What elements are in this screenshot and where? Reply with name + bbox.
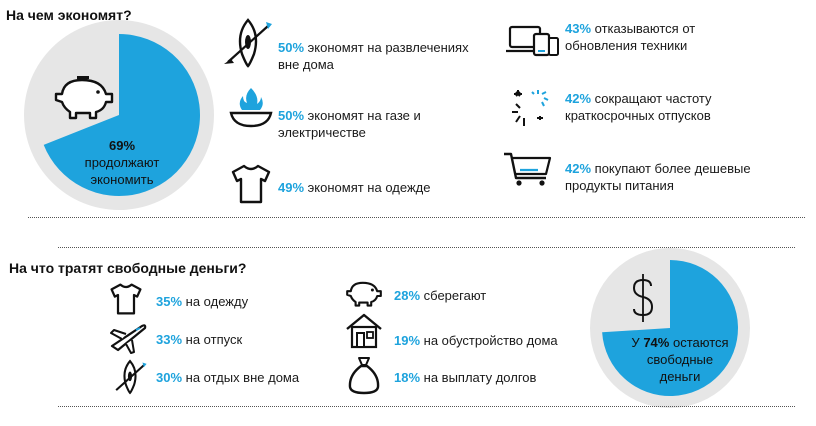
item-label: на отдых вне дома — [185, 370, 300, 385]
pie-chart-savings — [24, 20, 214, 210]
item-label: отказываются от — [594, 21, 696, 36]
item-label: сокращают частоту — [594, 91, 712, 106]
shopping-cart-icon — [504, 152, 552, 186]
list-item: 33% на отпуск — [156, 331, 242, 348]
item-label: на одежду — [185, 294, 249, 309]
airplane-icon — [110, 324, 147, 354]
item-percent: 42% — [565, 161, 592, 176]
pie-slice-continue-saving — [43, 34, 201, 196]
section1-title: На чем экономят? — [6, 7, 132, 23]
item-label: экономят на одежде — [307, 180, 431, 195]
pie1-caption-line1: продолжают — [84, 155, 160, 170]
item-label-line2: вне дома — [278, 57, 334, 72]
section-divider — [58, 247, 795, 248]
list-item: 18% на выплату долгов — [394, 369, 536, 386]
sparkle-icon — [512, 90, 549, 126]
item-percent: 42% — [565, 91, 592, 106]
list-item: 42% сокращают частоту краткосрочных отпу… — [565, 90, 712, 124]
list-item: 19% на обустройство дома — [394, 332, 558, 349]
item-percent: 35% — [156, 294, 183, 309]
pie-chart-free-money — [590, 248, 750, 408]
item-label-line2: электричестве — [278, 125, 366, 140]
item-percent: 43% — [565, 21, 592, 36]
list-item: 30% на отдых вне дома — [156, 369, 299, 386]
item-percent: 50% — [278, 40, 305, 55]
pie2-caption-line3: деньги — [659, 369, 701, 384]
item-label: сберегают — [423, 288, 487, 303]
pie2-caption-line2: свободные — [646, 352, 714, 367]
item-percent: 30% — [156, 370, 183, 385]
item-label-line2: краткосрочных отпусков — [565, 108, 711, 123]
tshirt-icon — [231, 164, 271, 204]
item-percent: 18% — [394, 370, 421, 385]
list-item: 42% покупают более дешевые продукты пита… — [565, 160, 751, 194]
pie2-suffix: остаются — [672, 335, 729, 350]
item-label: покупают более дешевые — [594, 161, 751, 176]
pie1-caption: 69% продолжают экономить — [62, 137, 182, 188]
pie1-percent: 69% — [108, 138, 136, 153]
dollar-sign-icon — [632, 274, 654, 322]
item-label: экономят на газе и — [307, 108, 421, 123]
piggy-bank-icon — [346, 281, 382, 307]
item-label: на отпуск — [185, 332, 243, 347]
list-item: 49% экономят на одежде — [278, 179, 430, 196]
pie1-caption-line2: экономить — [90, 172, 154, 187]
item-label-line2: обновления техники — [565, 38, 688, 53]
gas-flame-icon — [229, 88, 273, 128]
devices-icon — [506, 25, 559, 57]
tshirt-icon — [110, 283, 142, 315]
list-item: 50% экономят на газе и электричестве — [278, 107, 421, 141]
item-label: на выплату долгов — [423, 370, 537, 385]
section2-title: На что тратят свободные деньги? — [9, 260, 247, 276]
item-label: экономят на развлечениях — [307, 40, 469, 55]
section-divider — [28, 217, 805, 218]
item-label: на обустройство дома — [423, 333, 558, 348]
house-icon — [346, 313, 382, 349]
list-item: 43% отказываются от обновления техники — [565, 20, 695, 54]
pie2-caption-line1: У 74% остаются — [610, 334, 750, 351]
item-percent: 50% — [278, 108, 305, 123]
pie-slice-free-money — [602, 260, 738, 396]
pie2-caption: У 74% остаются свободные деньги — [610, 334, 750, 385]
list-item: 50% экономят на развлечениях вне дома — [278, 39, 469, 73]
item-percent: 33% — [156, 332, 183, 347]
list-item: 28% сберегают — [394, 287, 486, 304]
item-percent: 19% — [394, 333, 421, 348]
piggy-bank-icon — [54, 76, 114, 120]
kayak-icon — [224, 18, 272, 68]
item-percent: 49% — [278, 180, 305, 195]
pie2-prefix: У — [631, 335, 640, 350]
kayak-icon — [115, 359, 147, 395]
list-item: 35% на одежду — [156, 293, 248, 310]
item-label-line2: продукты питания — [565, 178, 674, 193]
money-bag-icon — [348, 357, 380, 395]
section-divider — [58, 406, 795, 407]
item-percent: 28% — [394, 288, 421, 303]
pie2-percent: 74% — [643, 335, 670, 350]
